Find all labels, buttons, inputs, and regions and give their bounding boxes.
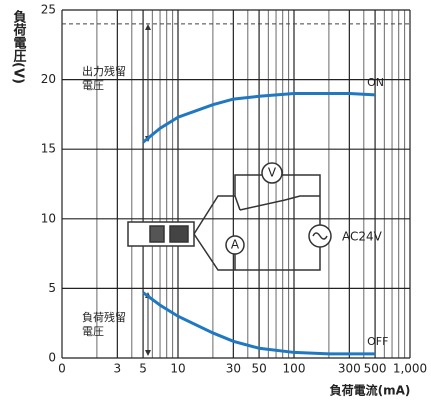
x-tick-label: 0: [58, 362, 66, 376]
x-tick-label: 30: [226, 362, 241, 376]
x-axis-label: 負荷電流(mA): [330, 383, 411, 398]
y-tick-label: 15: [41, 142, 56, 156]
x-tick-label: 100: [283, 362, 306, 376]
x-tick-label: 50: [251, 362, 266, 376]
arrows: [145, 24, 151, 356]
y-tick-label: 25: [41, 3, 56, 17]
x-tick-label: 5: [139, 362, 147, 376]
series-label: ON: [367, 76, 384, 89]
x-tick-label: 10: [170, 362, 185, 376]
annotation: 電圧: [82, 325, 104, 338]
line: [142, 92, 376, 144]
annotation: 出力残留: [82, 64, 126, 78]
annotation: V: [268, 166, 277, 180]
annotation: 電圧: [82, 79, 104, 92]
y-tick-label: 0: [48, 351, 56, 365]
x-tick-label: 3: [114, 362, 122, 376]
line: [142, 291, 376, 356]
annotation: A: [231, 238, 240, 252]
x-tick-label: 500: [364, 362, 387, 376]
annotation: AC24V: [342, 230, 383, 244]
series-label: OFF: [367, 335, 388, 348]
y-tick-label: 5: [48, 281, 56, 295]
x-tick-label: 300: [338, 362, 361, 376]
x-tick-label: 1,000: [393, 362, 427, 376]
circuit: [127, 162, 332, 271]
y-axis-label: 負荷電圧(V): [11, 9, 28, 84]
annotation: 負荷残留: [82, 310, 126, 324]
y-tick-label: 20: [41, 72, 56, 86]
y-tick-label: 10: [41, 211, 56, 225]
